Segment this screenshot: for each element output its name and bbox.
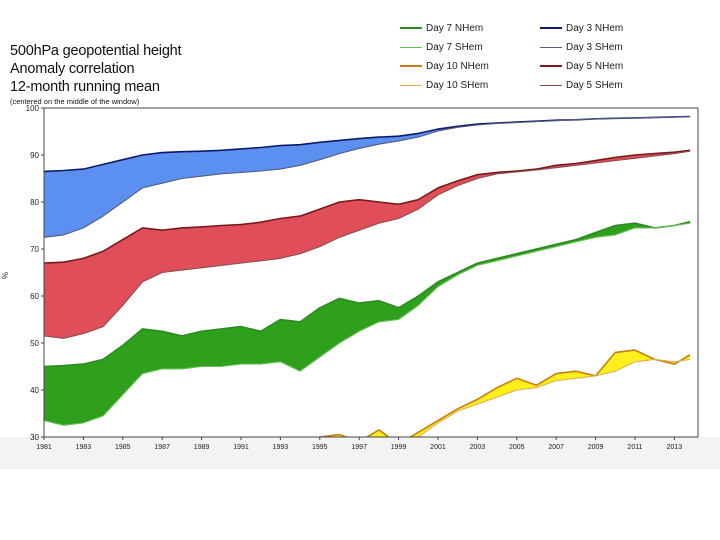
series-line-day-5-nhem [44,149,691,264]
title-line-2: Anomaly correlation [10,61,135,77]
legend-item: Day 10 NHem [400,60,489,72]
y-tick-label: 50 [30,339,39,348]
title-line-1: 500hPa geopotential height [10,43,182,59]
legend-swatch [540,84,562,86]
x-tick-label: 1981 [36,444,52,451]
x-tick-label: 1997 [351,444,367,451]
y-tick-label: 60 [30,292,39,301]
legend-label: Day 3 NHem [566,22,624,34]
x-tick-label: 1991 [233,444,249,451]
x-tick-label: 2001 [430,444,446,451]
title-block: 500hPa geopotential height Anomaly corre… [10,42,182,107]
x-tick-label: 2007 [548,444,564,451]
x-tick-label: 2009 [588,444,604,451]
y-tick-label: 100 [26,104,40,113]
y-tick-label: 70 [30,245,39,254]
plot-frame [43,107,699,438]
legend-item: Day 5 NHem [540,60,623,72]
y-axis-label: % [1,272,10,279]
legend-label: Day 10 SHem [426,79,489,91]
legend-swatch [540,65,562,67]
legend-label: Day 3 SHem [566,41,623,53]
band-day7 [44,221,691,426]
legend-swatch [400,84,422,86]
x-tick-label: 2005 [509,444,525,451]
legend-label: Day 5 SHem [566,79,623,91]
x-tick-label: 2003 [470,444,486,451]
series-line-day-7-nhem [44,220,691,368]
x-tick-label: 1999 [391,444,407,451]
x-tick-label: 1983 [76,444,92,451]
series-line-day-7-shem [44,222,691,426]
series-line-day-10-shem [416,358,691,437]
legend-label: Day 7 SHem [426,41,483,53]
legend-item: Day 10 SHem [400,79,488,91]
legend-item: Day 7 NHem [400,22,483,34]
title-line-3: 12-month running mean [10,79,160,95]
x-tick-label: 1989 [194,444,210,451]
x-tick-label: 1993 [273,444,289,451]
legend-swatch [540,27,562,29]
y-tick-label: 40 [30,386,39,395]
subtitle: (centered on the middle of the window) [10,97,140,106]
y-tick-label: 80 [30,198,39,207]
legend-label: Day 7 NHem [426,22,484,34]
legend-label: Day 5 NHem [566,60,624,72]
legend-item: Day 7 SHem [400,41,483,53]
x-tick-label: 2011 [627,444,642,451]
band-day5 [44,150,691,339]
series-group [44,115,691,437]
series-line-day-10-nhem [319,349,691,437]
x-tick-label: 1987 [154,444,170,451]
legend-label: Day 10 NHem [426,60,489,72]
legend-item: Day 3 NHem [540,22,623,34]
legend-swatch [400,46,422,48]
legend-item: Day 5 SHem [540,79,623,91]
band-day3 [44,116,691,238]
x-tick-label: 1995 [312,444,328,451]
legend-item: Day 3 SHem [540,41,623,53]
x-tick-label: 2013 [667,444,683,451]
x-tick-label: 1985 [115,444,131,451]
legend-swatch [400,27,422,29]
legend-swatch [540,46,562,48]
y-tick-label: 90 [30,151,39,160]
legend-swatch [400,65,422,67]
y-tick-label: 30 [30,433,39,442]
series-line-day-5-shem [44,150,691,339]
plot-footer-band [0,437,720,469]
series-line-day-3-shem [44,115,691,238]
band-day10 [319,350,691,437]
